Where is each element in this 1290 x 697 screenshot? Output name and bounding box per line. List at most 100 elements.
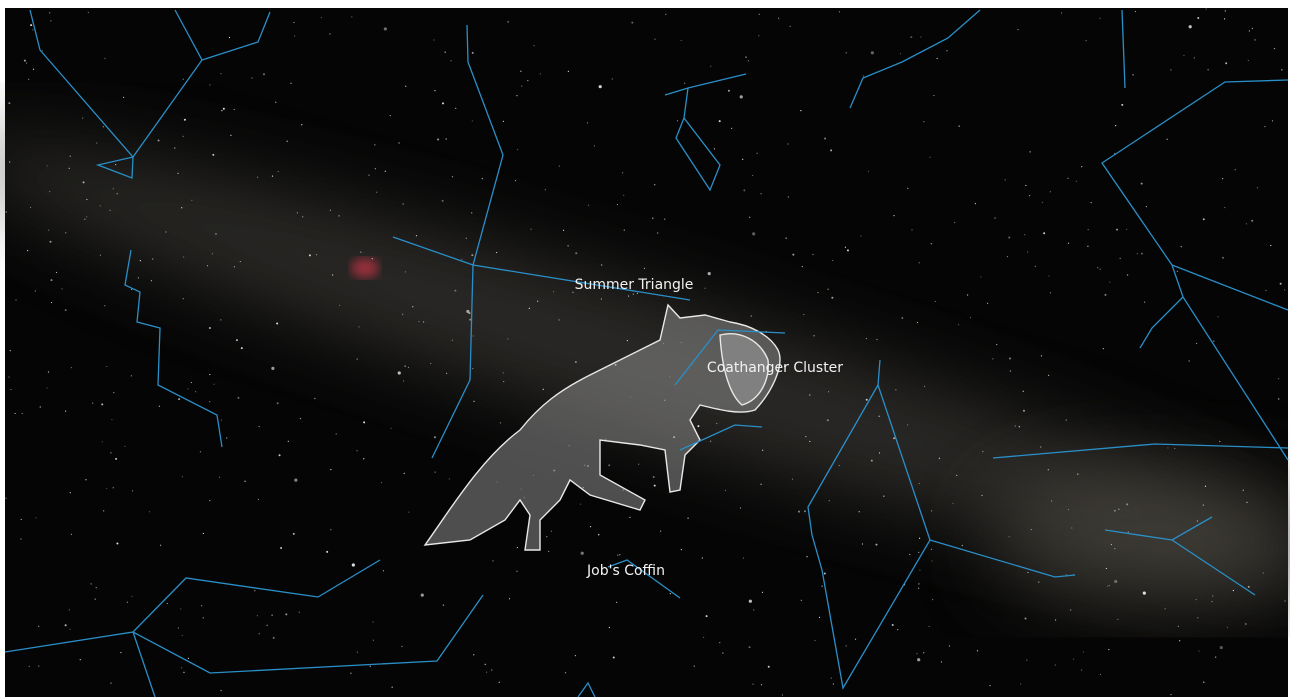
star [1071,527,1073,529]
star [1067,242,1070,244]
star [390,427,392,429]
star [402,203,404,205]
star [976,650,979,652]
star [1176,270,1178,272]
star [1283,289,1286,291]
star [199,451,202,453]
star [473,400,475,403]
star [326,550,329,553]
star [1247,585,1250,588]
star [718,120,721,123]
star [918,537,921,539]
star [1017,29,1019,31]
star [116,542,119,545]
star [61,288,63,290]
star [10,388,12,391]
star [110,682,112,684]
star [1126,503,1129,506]
star [1020,683,1022,685]
star [800,599,802,601]
star [1097,267,1099,269]
star [1127,274,1129,276]
star [756,152,758,154]
star [29,206,32,208]
star [86,216,88,218]
star [471,254,474,257]
star [92,402,94,404]
star [70,367,73,369]
star [798,510,801,513]
star [953,221,956,224]
star [338,215,340,217]
star [178,398,181,401]
star [1188,360,1190,362]
star [1284,600,1286,602]
star [893,437,896,440]
star [278,454,281,457]
star [166,602,168,605]
star [901,316,904,319]
star [9,350,11,352]
star [709,440,712,442]
star [760,193,762,195]
star [676,120,679,122]
star [434,90,436,92]
star [762,449,764,451]
star [65,232,67,234]
star [230,134,232,137]
star [329,209,332,211]
star [90,583,92,585]
star [1117,618,1119,621]
star [1109,281,1111,283]
star [356,450,358,452]
star [47,371,50,373]
star [48,229,50,231]
star [1256,187,1259,189]
star [222,107,225,110]
star [1126,228,1128,231]
star [753,609,755,611]
star [276,402,279,405]
star [202,617,204,619]
star [1008,357,1011,360]
star [961,544,963,547]
star [516,546,518,549]
star [251,77,253,79]
star [1197,17,1200,20]
star [969,317,972,319]
star [758,13,760,16]
star [680,39,682,42]
star [103,510,105,512]
star [940,661,943,663]
star [697,425,700,428]
star [530,228,532,230]
star [158,405,160,407]
star [936,57,938,60]
star [870,459,873,462]
star [1245,223,1248,225]
star [814,639,816,642]
star [1082,651,1084,653]
star [707,271,711,276]
star [350,672,352,674]
star [49,240,52,243]
star [719,642,721,644]
star [1140,182,1143,185]
star [466,309,470,314]
star [473,654,475,656]
star [791,478,794,480]
star [1203,681,1205,683]
star [801,265,803,268]
star [181,476,183,478]
star [102,126,104,128]
star [636,292,638,294]
star [1108,584,1110,587]
star [46,165,48,167]
star [623,229,625,231]
star [516,94,518,97]
star [69,492,71,494]
star [112,487,114,489]
star [14,412,16,415]
star [87,11,89,14]
star [1217,316,1219,318]
